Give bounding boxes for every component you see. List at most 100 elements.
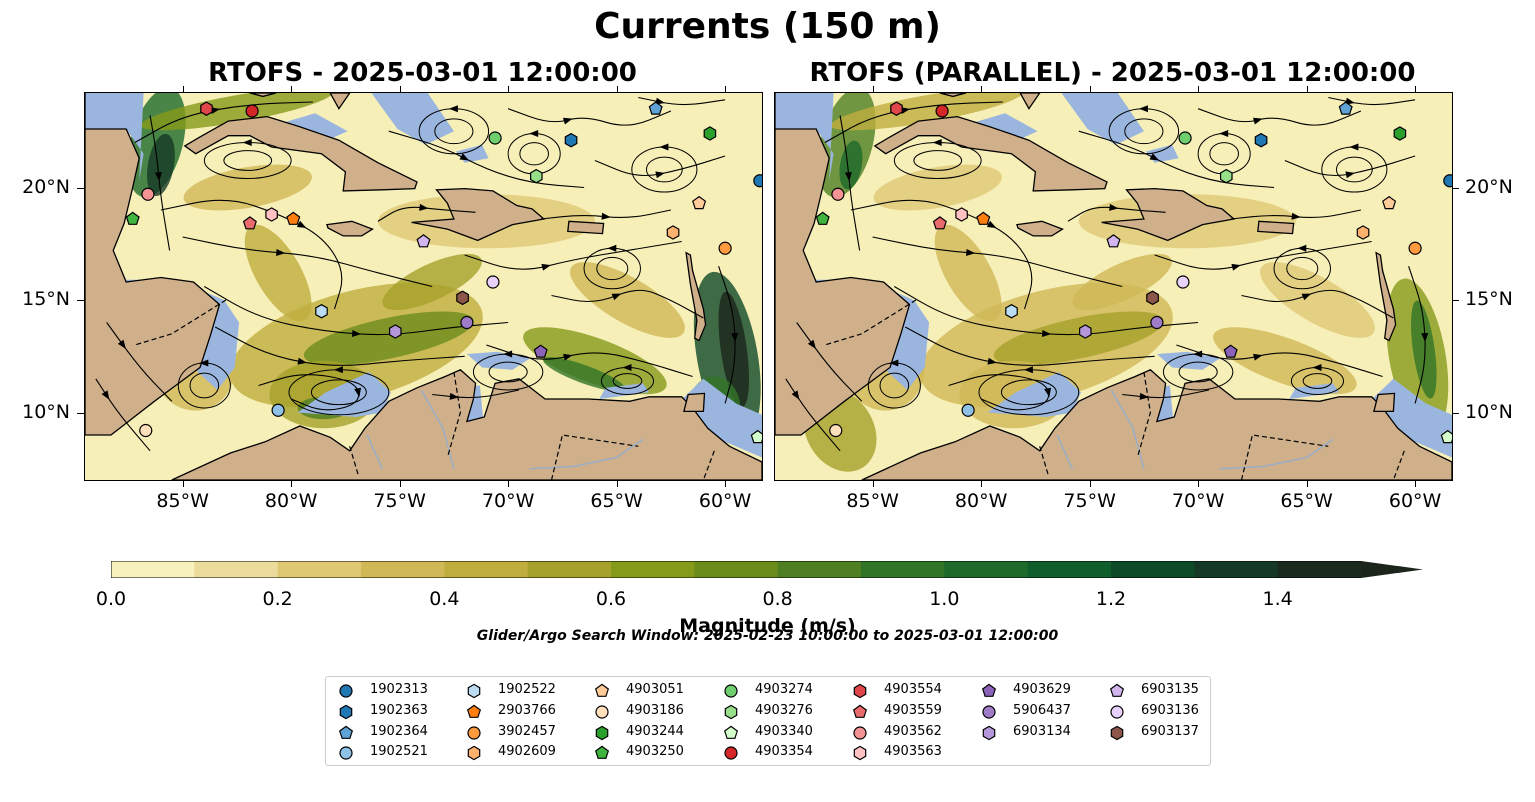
streamline [1067, 206, 1166, 222]
float-marker-4903562 [831, 187, 845, 201]
colorbar-segment [694, 561, 779, 578]
axis-tick-mark [1452, 412, 1459, 414]
streamline-arrow [448, 105, 458, 113]
float-marker-5906437 [1150, 315, 1164, 330]
streamline [540, 209, 672, 220]
streamline-arrow [966, 249, 976, 257]
eddy-streamline [1209, 142, 1239, 166]
eddy-streamline [1178, 361, 1218, 383]
streamline [1284, 155, 1416, 177]
streamline-arrow [900, 107, 911, 115]
axis-tick-mark [1089, 480, 1091, 487]
float-marker-3902457 [1408, 241, 1422, 255]
streamline-arrow [889, 359, 899, 367]
streamline-arrow [1297, 244, 1307, 252]
axis-tick-label: 10°N [1465, 400, 1513, 423]
streamline-arrow [1253, 353, 1263, 361]
axis-tick-label: 20°N [1465, 175, 1513, 198]
float-marker-4903559 [242, 216, 257, 230]
legend-label: 4903554 [884, 682, 942, 697]
axis-tick-label: 80°W [264, 490, 318, 512]
legend-marker-6903136 [1110, 705, 1124, 719]
colorbar-segment [611, 561, 695, 578]
hexagon-marker-icon [467, 746, 481, 761]
streamline-arrow [529, 130, 539, 137]
circle-marker-icon [724, 746, 738, 760]
float-marker-4903186 [139, 423, 153, 438]
float-marker-6903135 [1106, 234, 1121, 248]
axis-tick-mark [981, 480, 983, 487]
streamline [948, 374, 1050, 411]
shallow-shelf [1289, 383, 1340, 399]
legend-label: 1902364 [370, 723, 428, 739]
streamline-arrow [986, 220, 997, 229]
legend-label: 1902363 [370, 702, 428, 718]
axis-tick-mark [77, 187, 84, 189]
float-marker-1902364 [648, 101, 663, 115]
axis-tick-mark [1306, 480, 1308, 487]
country-border [702, 450, 715, 480]
streamline [134, 101, 313, 143]
eddy-streamline [1124, 118, 1164, 145]
float-marker-3902457 [718, 241, 732, 255]
pentagon-marker-icon [594, 746, 610, 760]
country-border [1240, 434, 1329, 480]
streamline [718, 266, 736, 404]
current-magnitude-patch [934, 224, 1002, 322]
circle-marker-icon [724, 684, 738, 698]
legend-marker-6903137 [1110, 725, 1124, 740]
eddy-streamline [596, 256, 629, 281]
legend-label: 4903274 [755, 682, 813, 697]
streamline-arrow [449, 392, 459, 400]
land-centralAm [775, 93, 911, 436]
eddy-streamline [519, 142, 549, 166]
circle-marker-icon [595, 705, 609, 719]
circle-marker-icon [339, 746, 353, 760]
float-marker-4903554 [890, 101, 903, 116]
streamline-arrow [351, 330, 362, 338]
streamline-arrow [563, 117, 573, 125]
legend-label: 4902609 [498, 744, 556, 760]
colorbar-segment [861, 561, 945, 578]
axis-tick-mark [182, 480, 184, 487]
legend-marker-2903766 [466, 704, 482, 718]
river [1110, 389, 1145, 469]
shallow-shelf [85, 93, 144, 181]
land-hispaniola [1101, 187, 1236, 242]
float-marker-1902313 [1443, 174, 1452, 188]
float-marker-2903766 [976, 211, 991, 225]
land-jamaica [326, 220, 374, 237]
axis-tick-label: 75°W [373, 490, 426, 512]
streamline-arrow [601, 212, 611, 220]
hexagon-marker-icon [853, 683, 867, 699]
colorbar-label: Magnitude (m/s) [679, 615, 856, 637]
land-bahamasA [329, 93, 351, 110]
axis-tick-mark [77, 300, 84, 301]
legend-label: 6903135 [1141, 682, 1199, 697]
streamline-arrow [807, 339, 816, 350]
legend-label: 4903051 [626, 682, 684, 697]
streamline [824, 101, 1003, 143]
legend-marker-3902457 [467, 725, 481, 740]
streamline-arrow [791, 390, 800, 400]
axis-tick-mark [872, 480, 874, 487]
float-marker-1902522 [315, 304, 328, 319]
axis-tick-mark [399, 480, 401, 487]
current-magnitude-patch [244, 224, 312, 322]
legend-marker-1902522 [467, 683, 481, 699]
colorbar-segment [111, 561, 195, 578]
streamline-arrow [1291, 212, 1301, 220]
circle-marker-icon [982, 705, 996, 719]
float-marker-4902609 [666, 225, 680, 240]
streamline-arrow [1345, 171, 1355, 179]
eddy-streamline [1000, 379, 1057, 406]
float-marker-6903137 [456, 290, 469, 306]
figure-title: Currents (150 m) [594, 6, 941, 47]
legend-marker-1902521 [339, 746, 353, 760]
streamline-arrow [844, 171, 852, 182]
legend-label: 5906437 [1013, 702, 1071, 718]
eddy-streamline [879, 372, 910, 399]
float-marker-1902363 [564, 132, 578, 148]
legend-label: 4903562 [884, 723, 942, 739]
streamline [377, 206, 476, 222]
